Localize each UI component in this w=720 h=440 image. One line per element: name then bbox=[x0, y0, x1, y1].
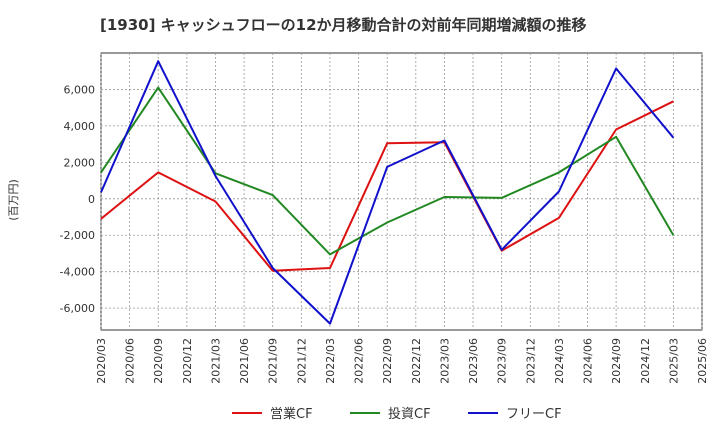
x-tick-label: 2020/06 bbox=[124, 338, 137, 384]
series-line-営業CF bbox=[100, 100, 674, 272]
y-tick-label: 4,000 bbox=[64, 120, 96, 133]
series-line-投資CF bbox=[100, 86, 675, 256]
x-tick-label: 2023/03 bbox=[438, 338, 451, 384]
x-tick-label: 2024/12 bbox=[639, 338, 652, 384]
x-tick-label: 2022/03 bbox=[324, 338, 337, 384]
x-tick-label: 2022/09 bbox=[381, 338, 394, 384]
x-tick-label: 2023/06 bbox=[467, 338, 480, 384]
x-tick-label: 2024/09 bbox=[610, 338, 623, 384]
legend-label: 投資CF bbox=[388, 406, 431, 422]
x-tick-label: 2021/12 bbox=[295, 338, 308, 384]
y-tick-label: -2,000 bbox=[60, 229, 95, 242]
x-tick-label: 2025/06 bbox=[696, 338, 709, 384]
y-tick-label: 6,000 bbox=[64, 83, 96, 96]
x-tick-label: 2021/09 bbox=[267, 338, 280, 384]
x-tick-label: 2024/06 bbox=[582, 338, 595, 384]
y-axis-label: (百万円) bbox=[7, 179, 20, 221]
y-tick-label: 2,000 bbox=[64, 156, 96, 169]
y-tick-label: -6,000 bbox=[60, 302, 95, 315]
y-tick-label: 0 bbox=[88, 193, 95, 206]
legend-label: フリーCF bbox=[506, 407, 562, 422]
x-tick-label: 2021/03 bbox=[209, 338, 222, 384]
chart-title: [1930] キャッシュフローの12か月移動合計の対前年同期増減額の推移 bbox=[100, 16, 587, 34]
series-layer bbox=[100, 60, 675, 325]
grid-layer bbox=[100, 53, 703, 330]
tick-label-layer: 2020/03 2020/06 2020/09 2020/12 2021/03 2021/… bbox=[60, 83, 709, 383]
x-tick-label: 2023/12 bbox=[524, 338, 537, 384]
legend-label: 営業CF bbox=[270, 406, 313, 422]
x-tick-label: 2020/09 bbox=[152, 338, 165, 384]
series-line-フリーCF bbox=[100, 60, 675, 325]
legend: 営業CF 投資CF フリーCF bbox=[232, 406, 562, 422]
x-tick-label: 2020/12 bbox=[181, 338, 194, 384]
x-tick-label: 2025/03 bbox=[667, 338, 680, 384]
plot-area bbox=[100, 52, 703, 331]
y-tick-label: -4,000 bbox=[60, 266, 95, 279]
x-tick-label: 2023/09 bbox=[496, 338, 509, 384]
x-tick-label: 2022/12 bbox=[410, 338, 423, 384]
x-tick-label: 2024/03 bbox=[553, 338, 566, 384]
x-tick-label: 2020/03 bbox=[95, 338, 108, 384]
x-tick-label: 2022/06 bbox=[353, 338, 366, 384]
x-tick-label: 2021/06 bbox=[238, 338, 251, 384]
